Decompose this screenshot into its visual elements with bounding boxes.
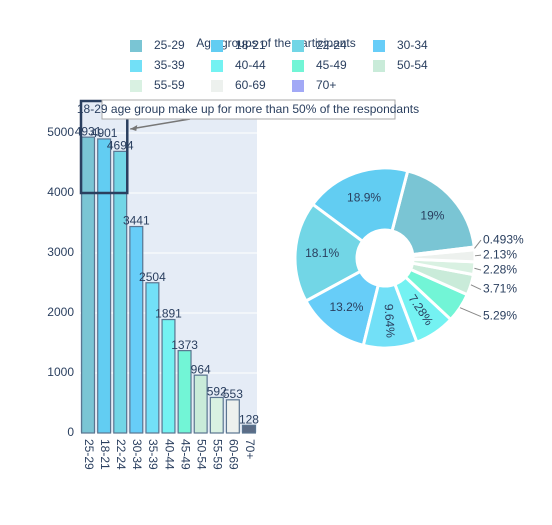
- legend-label: 50-54: [397, 58, 428, 72]
- legend-label: 25-29: [154, 38, 185, 52]
- bar: [225, 399, 240, 434]
- bar-value-label: 4694: [107, 139, 134, 153]
- legend-label: 70+: [316, 78, 336, 92]
- bar: [145, 282, 160, 434]
- bar: [177, 350, 192, 434]
- x-tick-label: 55-59: [211, 439, 225, 470]
- pie-leader-line: [470, 284, 482, 291]
- y-tick-label: 0: [67, 425, 74, 439]
- annotation-arrow: [130, 118, 191, 130]
- bar: [241, 424, 256, 434]
- pie-label: 2.28%: [483, 262, 517, 276]
- chart-title: Age groups of the participants: [196, 36, 355, 50]
- x-tick-label: 60-69: [227, 439, 241, 470]
- pie-slice: [411, 245, 477, 258]
- legend-label: 60-69: [235, 78, 266, 92]
- pie-label: 19%: [420, 209, 444, 223]
- pie-slice: [293, 202, 365, 304]
- bar: [193, 374, 208, 434]
- x-tick-label: 70+: [243, 439, 257, 459]
- legend-label: 45-49: [316, 58, 347, 72]
- legend-swatch: [130, 40, 142, 52]
- legend-swatch: [292, 60, 304, 72]
- pie-slice: [310, 166, 410, 244]
- bar: [129, 225, 144, 434]
- y-tick-label: 3000: [47, 245, 74, 259]
- pie-leader-line: [474, 254, 482, 257]
- x-tick-label: 22-24: [114, 439, 128, 470]
- bar-value-label: 3441: [123, 214, 150, 228]
- pie-label: 18.9%: [347, 191, 381, 205]
- bar: [161, 318, 176, 434]
- legend-label: 22-24: [316, 38, 347, 52]
- x-tick-label: 50-54: [195, 439, 209, 470]
- x-tick-label: 45-49: [178, 439, 192, 470]
- legend-swatch: [211, 80, 223, 92]
- bar-value-label: 4901: [91, 126, 118, 140]
- y-tick-label: 4000: [47, 185, 74, 199]
- pie-leader-line: [474, 239, 482, 249]
- x-tick-label: 30-34: [130, 439, 144, 470]
- bar: [97, 138, 112, 434]
- y-tick-label: 5000: [47, 125, 74, 139]
- legend-swatch: [373, 40, 385, 52]
- legend-swatch: [292, 40, 304, 52]
- legend-swatch: [292, 80, 304, 92]
- annotation-box: [101, 99, 396, 120]
- pie-label: 3.71%: [483, 282, 517, 296]
- x-tick-label: 18-21: [98, 439, 112, 470]
- bar-value-label: 592: [207, 385, 227, 399]
- legend-label: 35-39: [154, 58, 185, 72]
- pie-leader-line: [459, 307, 482, 317]
- x-tick-label: 35-39: [146, 439, 160, 470]
- legend-swatch: [211, 40, 223, 52]
- legend-label: 55-59: [154, 78, 185, 92]
- legend-label: 18-21: [235, 38, 266, 52]
- y-tick-label: 2000: [47, 305, 74, 319]
- legend-swatch: [373, 60, 385, 72]
- pie-leader-line: [474, 267, 482, 271]
- pie-label: 9.64%: [382, 303, 398, 338]
- pie-label: 2.13%: [483, 247, 517, 261]
- bar-value-label: 553: [223, 387, 243, 401]
- pie-slice: [390, 169, 477, 257]
- pie-label: 18.1%: [305, 246, 339, 260]
- legend-label: 30-34: [397, 38, 428, 52]
- annotation-text: 18-29 age group make up for more than 50…: [77, 102, 419, 116]
- legend-label: 40-44: [235, 58, 266, 72]
- bar-value-label: 2504: [139, 270, 166, 284]
- bar: [113, 150, 128, 434]
- bar: [209, 396, 224, 434]
- bar-value-label: 1373: [171, 338, 198, 352]
- pie-label: 5.29%: [483, 309, 517, 323]
- legend-swatch: [130, 60, 142, 72]
- y-tick-label: 1000: [47, 365, 74, 379]
- bar-value-label: 1891: [155, 307, 182, 321]
- legend-swatch: [130, 80, 142, 92]
- bar-value-label: 964: [191, 362, 211, 376]
- pie-label: 0.493%: [483, 232, 524, 246]
- x-tick-label: 40-44: [162, 439, 176, 470]
- annotation-arrowhead: [130, 125, 138, 131]
- bar-value-label: 128: [239, 412, 259, 426]
- bar: [81, 136, 96, 434]
- pie-label: 13.2%: [329, 300, 363, 314]
- legend-swatch: [211, 60, 223, 72]
- x-tick-label: 25-29: [82, 439, 96, 470]
